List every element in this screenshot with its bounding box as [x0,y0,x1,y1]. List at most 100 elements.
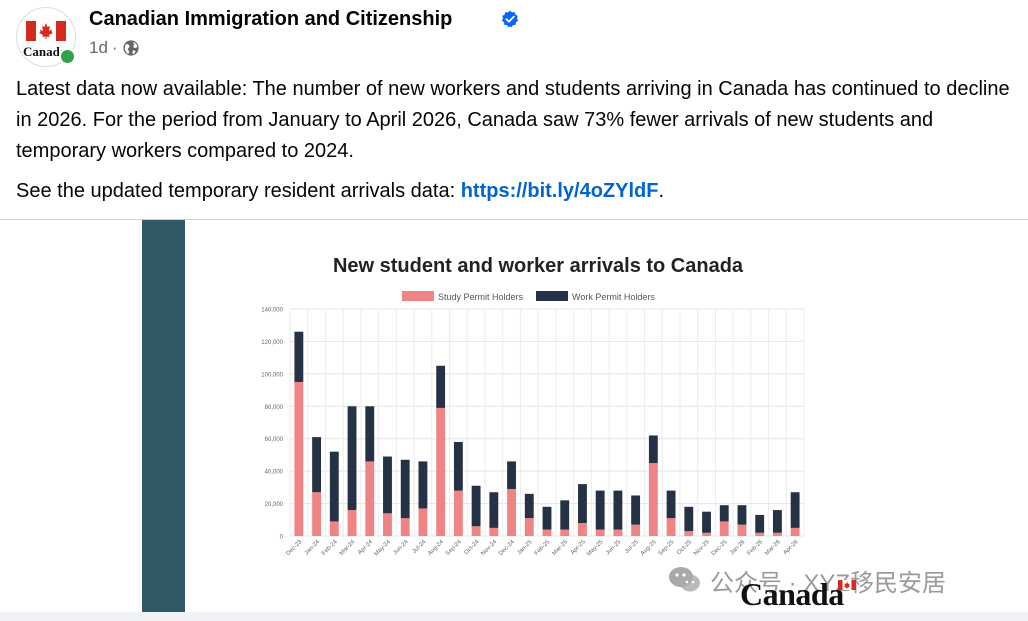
avatar-wordmark: Canada [23,44,67,59]
post-header: Canada Canadian Immigration and Citizens… [15,4,1015,68]
y-tick-label: 40,000 [265,470,284,476]
bar-work-permit [684,506,694,532]
post-text: Latest data now available: The number of… [16,74,1016,207]
bar-study-permit [294,381,304,536]
bar-work-permit [347,406,357,511]
legend-label: Study Permit Holders [438,292,524,302]
post-image[interactable] [0,220,1028,612]
bar-study-permit [737,524,747,536]
online-status-dot [59,48,76,65]
y-tick-label: 0 [280,535,284,541]
bar-study-permit [418,508,428,536]
bar-work-permit [595,490,605,530]
bar-study-permit [631,524,641,536]
x-tick-label: Jan-25 [516,539,534,557]
x-tick-label: Aug-25 [640,539,658,557]
x-tick-label: Mar-26 [764,539,782,557]
legend-swatch [536,291,568,301]
x-tick-label: Oct-24 [464,539,481,556]
x-tick-label: May-24 [374,539,393,558]
bar-work-permit [453,441,463,491]
x-tick-label: Jun-24 [392,539,410,557]
bar-work-permit [666,490,676,519]
bar-study-permit [790,527,800,536]
bar-study-permit [436,407,446,536]
watermark-text: 公众号 · XYZ移民安居 [710,569,947,597]
bar-study-permit [312,492,322,536]
bar-study-permit [702,532,711,536]
bar-study-permit [524,518,534,536]
bar-work-permit [755,514,765,533]
x-tick-label: Dec-23 [285,539,303,557]
bar-study-permit [383,513,392,536]
y-tick-label: 20,000 [265,502,284,508]
y-tick-label: 80,000 [265,405,284,411]
bar-work-permit [578,484,587,524]
canada-wordmark-flag-icon [838,580,856,590]
bar-study-permit [772,532,782,536]
x-tick-label: Nov-25 [693,539,711,557]
bar-study-permit [400,518,410,536]
bar-study-permit [684,531,694,536]
legend-label: Work Permit Holders [572,292,655,302]
post-divider [0,219,1028,220]
bar-work-permit [329,451,339,522]
x-axis-ticks: Dec-23 Jan-24 Feb-24 Mar-24 Apr-24 May-24 Jun-… [285,539,800,558]
bar-study-permit [755,532,765,536]
y-tick-label: 60,000 [265,437,284,443]
bar-work-permit [294,331,304,382]
canada-flag-icon [26,21,66,41]
chart-legend: Study Permit Holders Work Permit Holders [402,291,655,302]
bar-work-permit [719,505,729,522]
bar-study-permit [507,488,516,536]
x-tick-label: Aug-24 [427,539,445,557]
wechat-icon [669,567,700,592]
bar-study-permit [453,490,463,536]
x-tick-label: Feb-26 [746,539,764,557]
x-tick-label: Apr-26 [783,539,800,556]
bar-study-permit [666,518,676,536]
bar-study-permit [471,526,481,536]
bar-work-permit [312,437,322,493]
post-timestamp[interactable]: 1d [89,38,108,57]
page-avatar[interactable]: Canada [16,7,76,67]
bar-study-permit [542,529,552,536]
bar-work-permit [471,485,481,527]
bar-work-permit [790,492,800,528]
bar-work-permit [542,506,552,530]
arrivals-data-link[interactable]: https://bit.ly/4oZYldF [460,180,659,202]
bar-work-permit [383,456,392,514]
x-tick-label: Sep-25 [658,539,676,557]
legend-swatch [402,291,434,301]
chart-bars [294,331,800,536]
bar-study-permit [347,510,357,536]
bar-work-permit [400,459,410,519]
page-name-link[interactable]: Canadian Immigration and Citizenship [89,8,453,30]
x-tick-label: May-25 [586,539,605,558]
bar-work-permit [613,490,623,530]
bar-work-permit [507,461,516,489]
x-tick-label: Mar-24 [339,539,357,557]
y-tick-label: 100,000 [261,372,283,378]
y-axis-ticks: 0 20,000 40,000 60,000 80,000 100,000 120,000 1… [261,308,283,541]
x-tick-label: Nov-24 [480,539,498,557]
bar-study-permit [329,521,339,536]
x-tick-label: Apr-24 [357,539,374,556]
x-tick-label: Feb-25 [534,539,552,557]
bar-study-permit [489,527,499,536]
bar-work-permit [648,435,658,464]
x-tick-label: Oct-25 [676,539,693,556]
globe-icon[interactable] [122,39,140,57]
canada-wordmark: Canada [740,576,844,612]
post-footer-strip [0,612,1028,621]
bar-work-permit [436,365,446,408]
y-tick-label: 120,000 [261,340,283,346]
x-tick-label: Jul-24 [412,539,428,555]
y-tick-label: 140,000 [261,308,283,314]
bar-work-permit [772,510,782,533]
meta-separator: · [111,38,118,57]
bar-study-permit [613,529,623,536]
bar-work-permit [489,492,499,528]
post-paragraph-2-prefix: See the updated temporary resident arriv… [16,180,461,202]
